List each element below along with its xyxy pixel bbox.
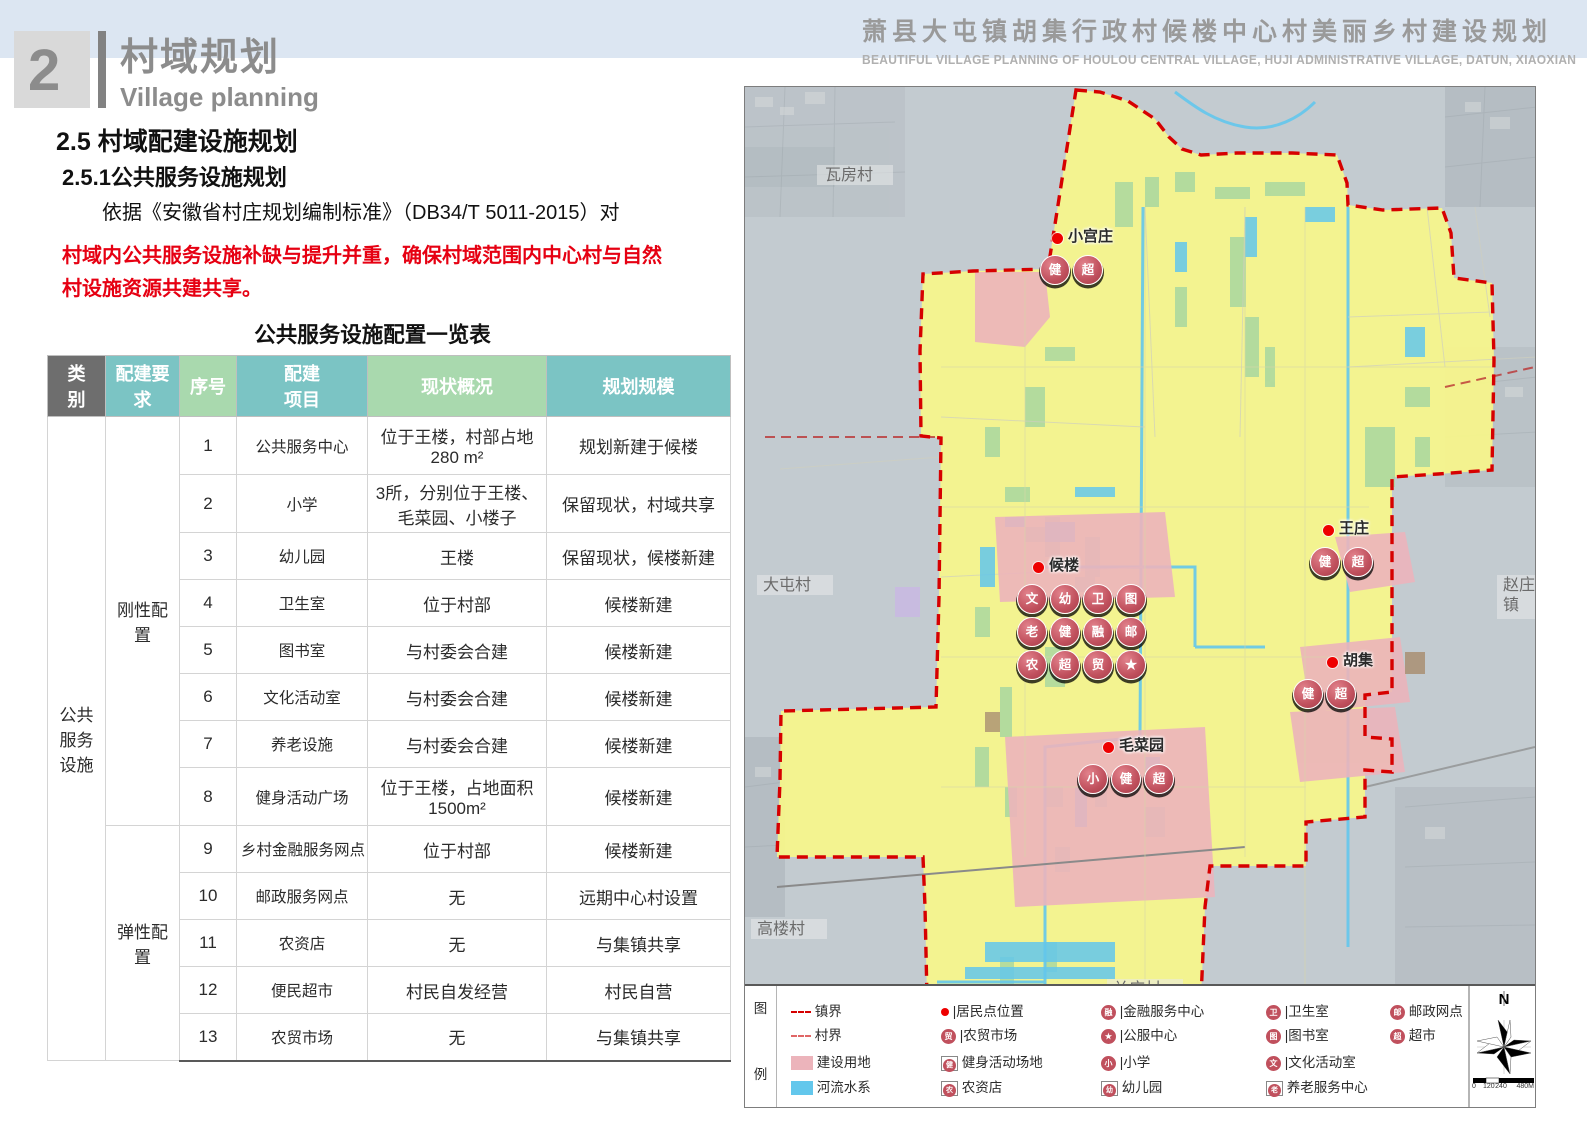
svg-text:大屯村: 大屯村 [763, 576, 811, 594]
svg-text:瓦房村: 瓦房村 [825, 166, 873, 184]
svg-text:赵庄: 赵庄 [1503, 576, 1535, 594]
svg-text:240: 240 [1495, 1083, 1507, 1090]
svg-text:120: 120 [1483, 1083, 1495, 1090]
svg-text:0: 0 [1472, 1083, 1476, 1090]
svg-text:高楼村: 高楼村 [757, 920, 805, 938]
svg-text:480M: 480M [1516, 1083, 1534, 1090]
svg-text:镇: 镇 [1503, 596, 1519, 614]
